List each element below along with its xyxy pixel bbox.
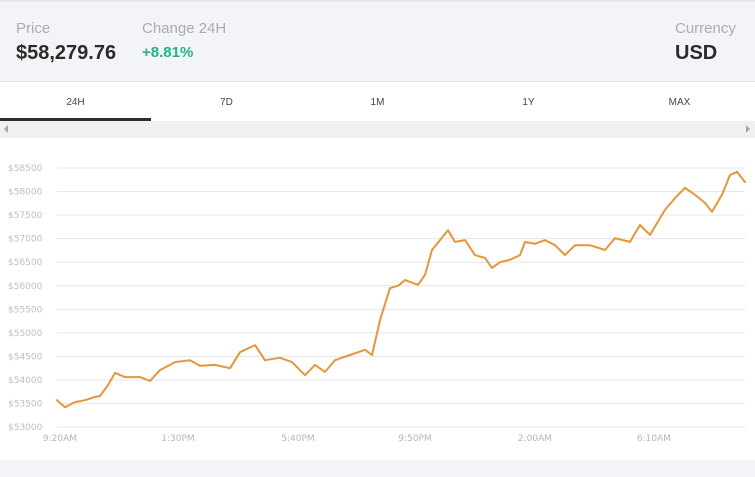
y-tick-label: $57000 xyxy=(8,235,43,245)
scroll-right-arrow-icon[interactable] xyxy=(746,125,750,133)
y-tick-label: $56000 xyxy=(8,282,43,292)
change-stat: Change 24H +8.81% xyxy=(142,20,226,65)
price-value: $58,279.76 xyxy=(16,42,117,64)
currency-label: Currency xyxy=(675,20,736,37)
x-axis-labels: 9:20AM 1:30PM 5:40PM 9:50PM 2:00AM 6:10AM xyxy=(43,434,671,444)
y-tick-label: $57500 xyxy=(8,211,43,221)
price-line xyxy=(56,170,746,409)
footer-bar xyxy=(0,460,755,477)
currency-value[interactable]: USD xyxy=(675,42,718,64)
currency-stat: Currency USD xyxy=(675,20,736,67)
x-tick-label: 2:00AM xyxy=(518,434,552,444)
y-tick-label: $53500 xyxy=(8,400,43,410)
timeframe-tabs: 24H 7D 1M 1Y MAX xyxy=(0,82,755,121)
price-stat: Price $58,279.76 xyxy=(16,20,116,67)
tab-7d[interactable]: 7D xyxy=(220,97,233,108)
y-tick-label: $58000 xyxy=(8,188,43,198)
scroll-left-arrow-icon[interactable] xyxy=(4,125,8,133)
y-tick-label: $58500 xyxy=(8,164,43,174)
y-axis-labels: $58500 $58000 $57500 $57000 $56500 $56000 $555… xyxy=(8,164,43,433)
change-value: +8.81% xyxy=(142,44,194,61)
y-tick-label: $54500 xyxy=(8,352,43,362)
chart-gridlines xyxy=(57,167,745,428)
change-label: Change 24H xyxy=(142,20,227,37)
line-chart-svg: $58500 $58000 $57500 $57000 $56500 $56000 $555… xyxy=(8,164,746,444)
x-tick-label: 9:50PM xyxy=(398,434,431,444)
y-tick-label: $55000 xyxy=(8,329,43,339)
tab-1m[interactable]: 1M xyxy=(370,97,385,108)
tab-24h[interactable]: 24H xyxy=(0,82,151,121)
price-chart: $58500 $58000 $57500 $57000 $56500 $56000 $555… xyxy=(0,138,755,460)
x-tick-label: 9:20AM xyxy=(43,434,77,444)
y-tick-label: $54000 xyxy=(8,376,43,386)
y-tick-label: $55500 xyxy=(8,305,43,315)
tab-1y[interactable]: 1Y xyxy=(522,97,535,108)
horizontal-scrollbar[interactable] xyxy=(0,121,755,138)
y-tick-label: $56500 xyxy=(8,258,43,268)
tab-max[interactable]: MAX xyxy=(668,97,691,108)
x-tick-label: 6:10AM xyxy=(637,434,671,444)
price-label: Price xyxy=(16,20,51,37)
x-tick-label: 5:40PM xyxy=(281,434,314,444)
x-tick-label: 1:30PM xyxy=(161,434,194,444)
y-tick-label: $53000 xyxy=(8,423,43,433)
price-header: Price $58,279.76 Change 24H +8.81% Curre… xyxy=(0,0,755,82)
